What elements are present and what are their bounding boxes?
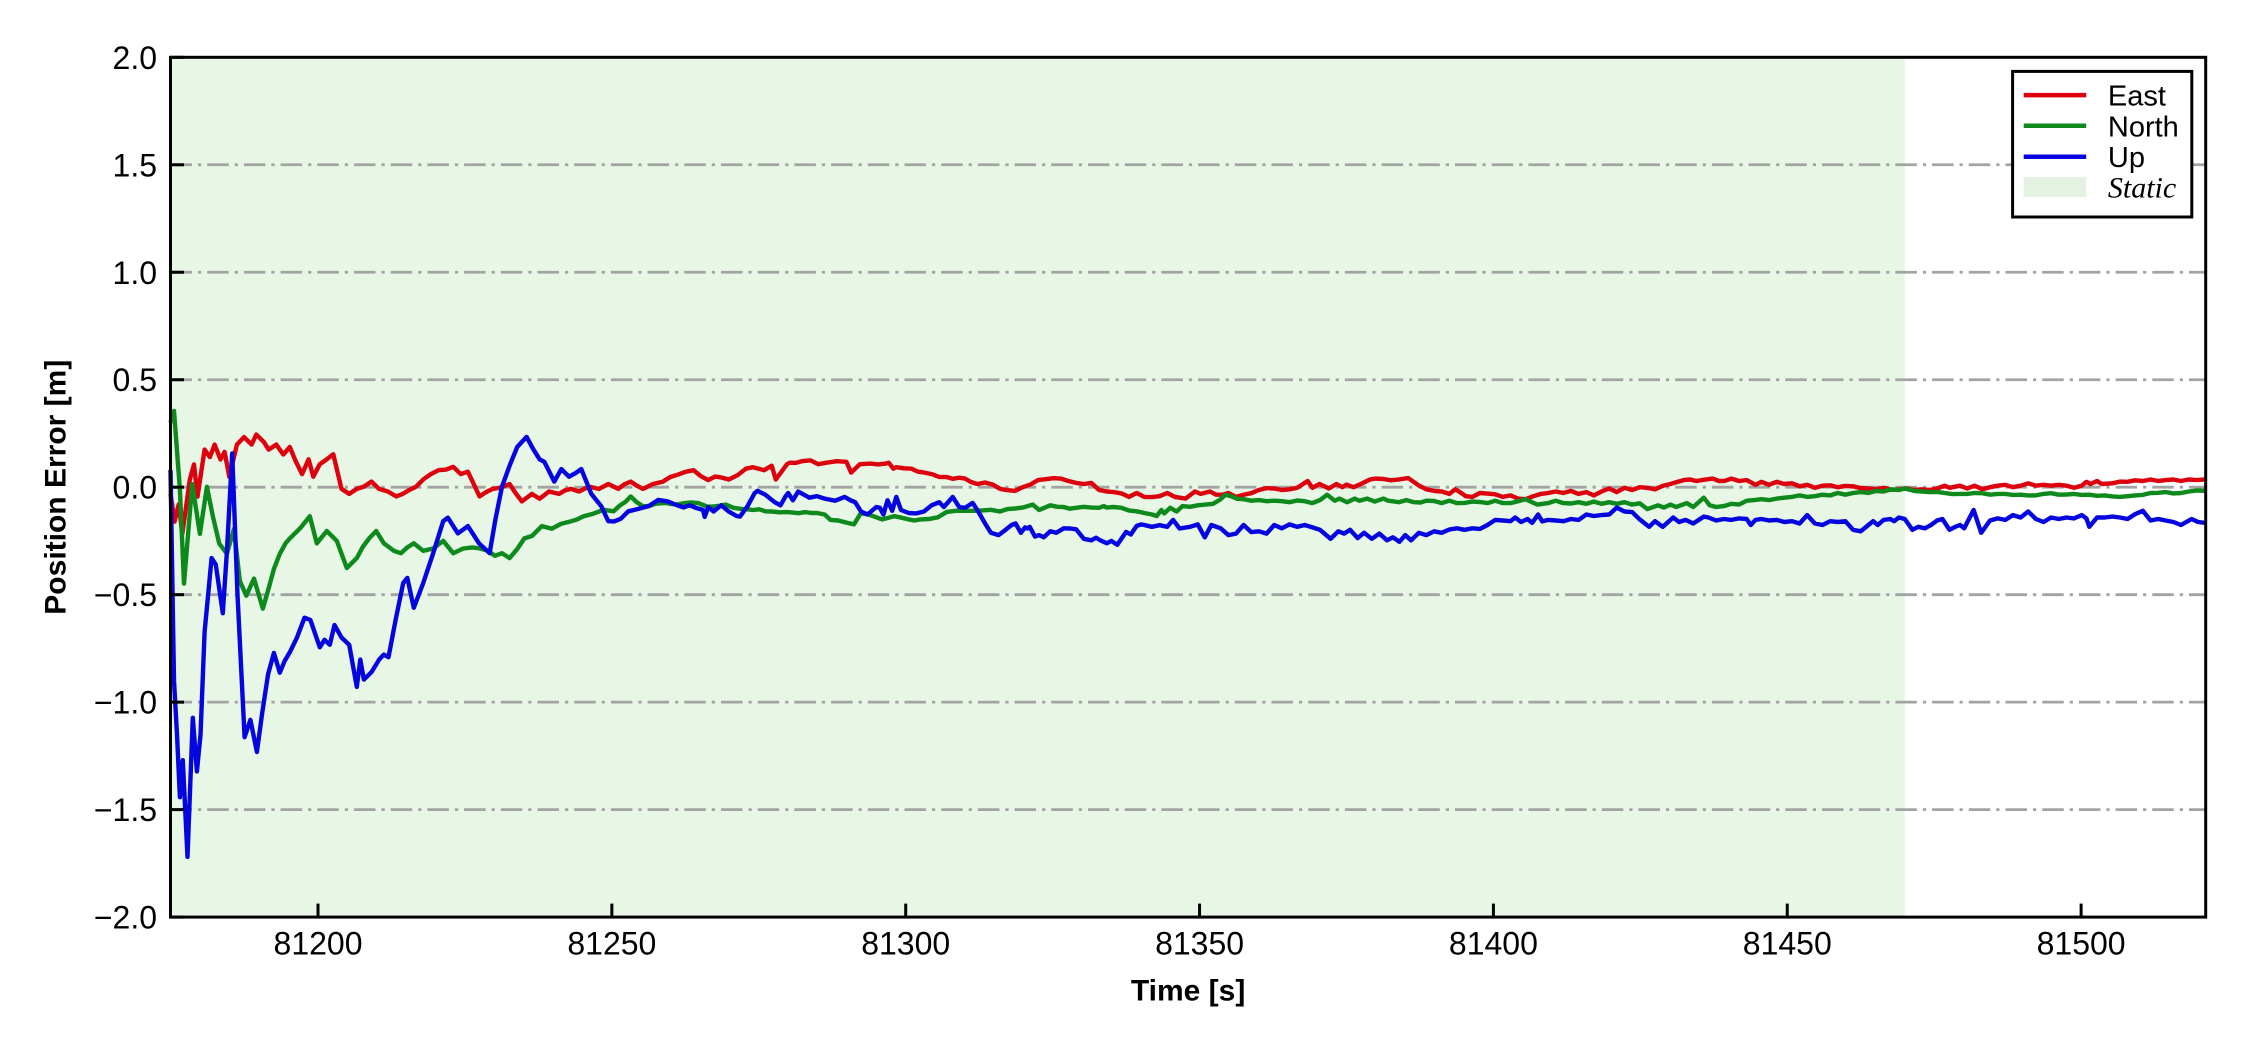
data-series-lines <box>168 408 2206 860</box>
x-tick-label: 81350 <box>1155 926 1244 962</box>
series-line-north <box>168 408 2206 611</box>
x-tick-label: 81500 <box>2037 926 2126 962</box>
x-tick-label: 81250 <box>567 926 656 962</box>
legend-label-up: Up <box>2108 142 2145 174</box>
legend-label-east: East <box>2108 81 2166 113</box>
y-tick-label: 0.0 <box>113 470 157 506</box>
y-tick-label: −1.0 <box>94 685 157 721</box>
legend-label-static: Static <box>2108 172 2176 205</box>
y-tick-labels: −2.0 −1.5 −1.0 −0.5 0.0 0.5 1.0 1.5 2.0 <box>94 40 157 936</box>
x-tick-label: 81300 <box>861 926 950 962</box>
y-tick-label: 1.0 <box>113 255 157 291</box>
x-tick-label: 81200 <box>274 926 363 962</box>
legend-patch-static <box>2023 177 2087 197</box>
x-tick-label: 81450 <box>1743 926 1832 962</box>
y-axis-label: Position Error [m] <box>39 360 72 615</box>
legend-label-north: North <box>2108 111 2179 143</box>
y-tick-label: 2.0 <box>113 40 157 76</box>
y-tick-label: 1.5 <box>113 147 157 183</box>
x-axis-label: Time [s] <box>1131 975 1245 1008</box>
y-tick-label: −0.5 <box>94 577 157 613</box>
plot-border <box>169 55 2208 919</box>
y-tick-label: 0.5 <box>113 362 157 398</box>
x-tick-labels: 81200 81250 81300 81350 81400 81450 81500 <box>274 926 2126 962</box>
x-tick-label: 81400 <box>1449 926 1538 962</box>
legend: East North Up Static <box>2011 69 2194 219</box>
series-line-east <box>168 432 2206 536</box>
y-tick-label: −1.5 <box>94 792 157 828</box>
series-line-up <box>168 434 2206 860</box>
y-tick-label: −2.0 <box>94 900 157 936</box>
